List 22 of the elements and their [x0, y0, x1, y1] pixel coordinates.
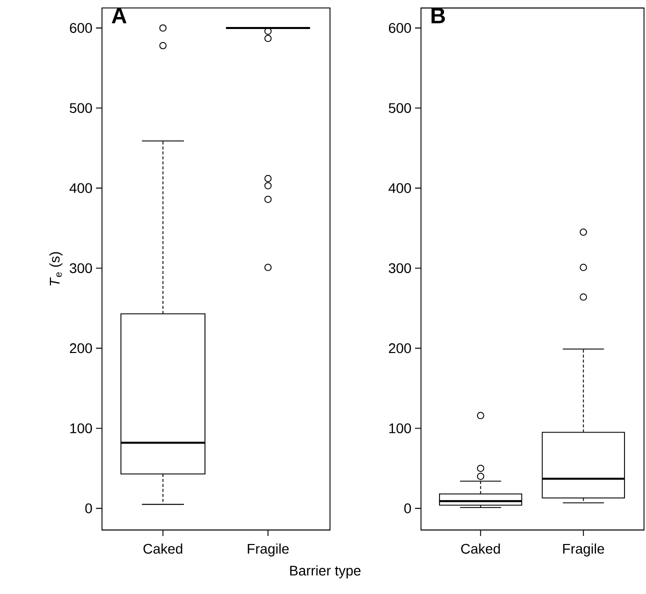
y-tick-label: 200 — [388, 343, 411, 354]
y-axis-title: T$_{e}$ (s) — [49, 252, 62, 286]
x-tick-label: Fragile — [563, 543, 604, 556]
y-tick-label: 400 — [388, 183, 411, 194]
y-tick-label: 200 — [70, 343, 92, 354]
y-tick-label: 600 — [70, 23, 92, 33]
y-tick-label: 0 — [85, 503, 92, 514]
y-tick-label: 0 — [404, 503, 411, 514]
y-tick-label: 500 — [388, 103, 411, 114]
chart-title: A — [112, 8, 126, 24]
y-tick-label: 100 — [70, 423, 92, 434]
y-tick-label: 600 — [388, 23, 411, 33]
y-tick-label: 300 — [388, 263, 411, 274]
x-tick-label: Fragile — [248, 543, 289, 556]
chart-title: B — [432, 8, 445, 24]
y-tick-label: 500 — [70, 103, 92, 114]
y-tick-label: 400 — [70, 183, 92, 194]
x-tick-label: Caked — [143, 543, 182, 554]
y-tick-label: 300 — [70, 263, 92, 274]
x-tick-label: Caked — [461, 543, 500, 554]
x-axis-title: Barrier type — [290, 565, 361, 578]
y-tick-label: 100 — [389, 423, 411, 434]
